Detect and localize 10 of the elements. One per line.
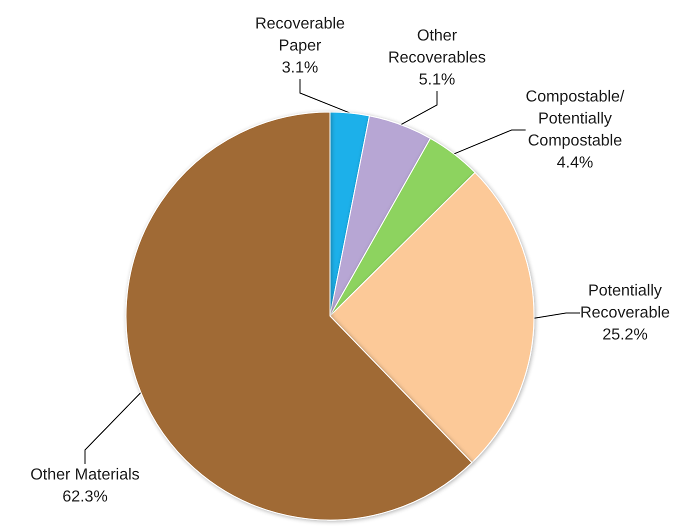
data-label: 62.3%: [62, 488, 108, 506]
slice-label: Other Recoverables: [388, 28, 486, 66]
slice-label: Compostable/ Potentially Compostable: [526, 88, 625, 150]
data-label: 4.4%: [556, 154, 594, 172]
data-label: 3.1%: [282, 60, 318, 76]
slice-label: Potentially Recoverable: [580, 282, 670, 322]
data-label: 25.2%: [602, 326, 648, 344]
slice-label: Recoverable Paper: [255, 16, 346, 54]
slice-label: Other Materials: [30, 466, 140, 484]
data-label: 5.1%: [418, 72, 456, 88]
